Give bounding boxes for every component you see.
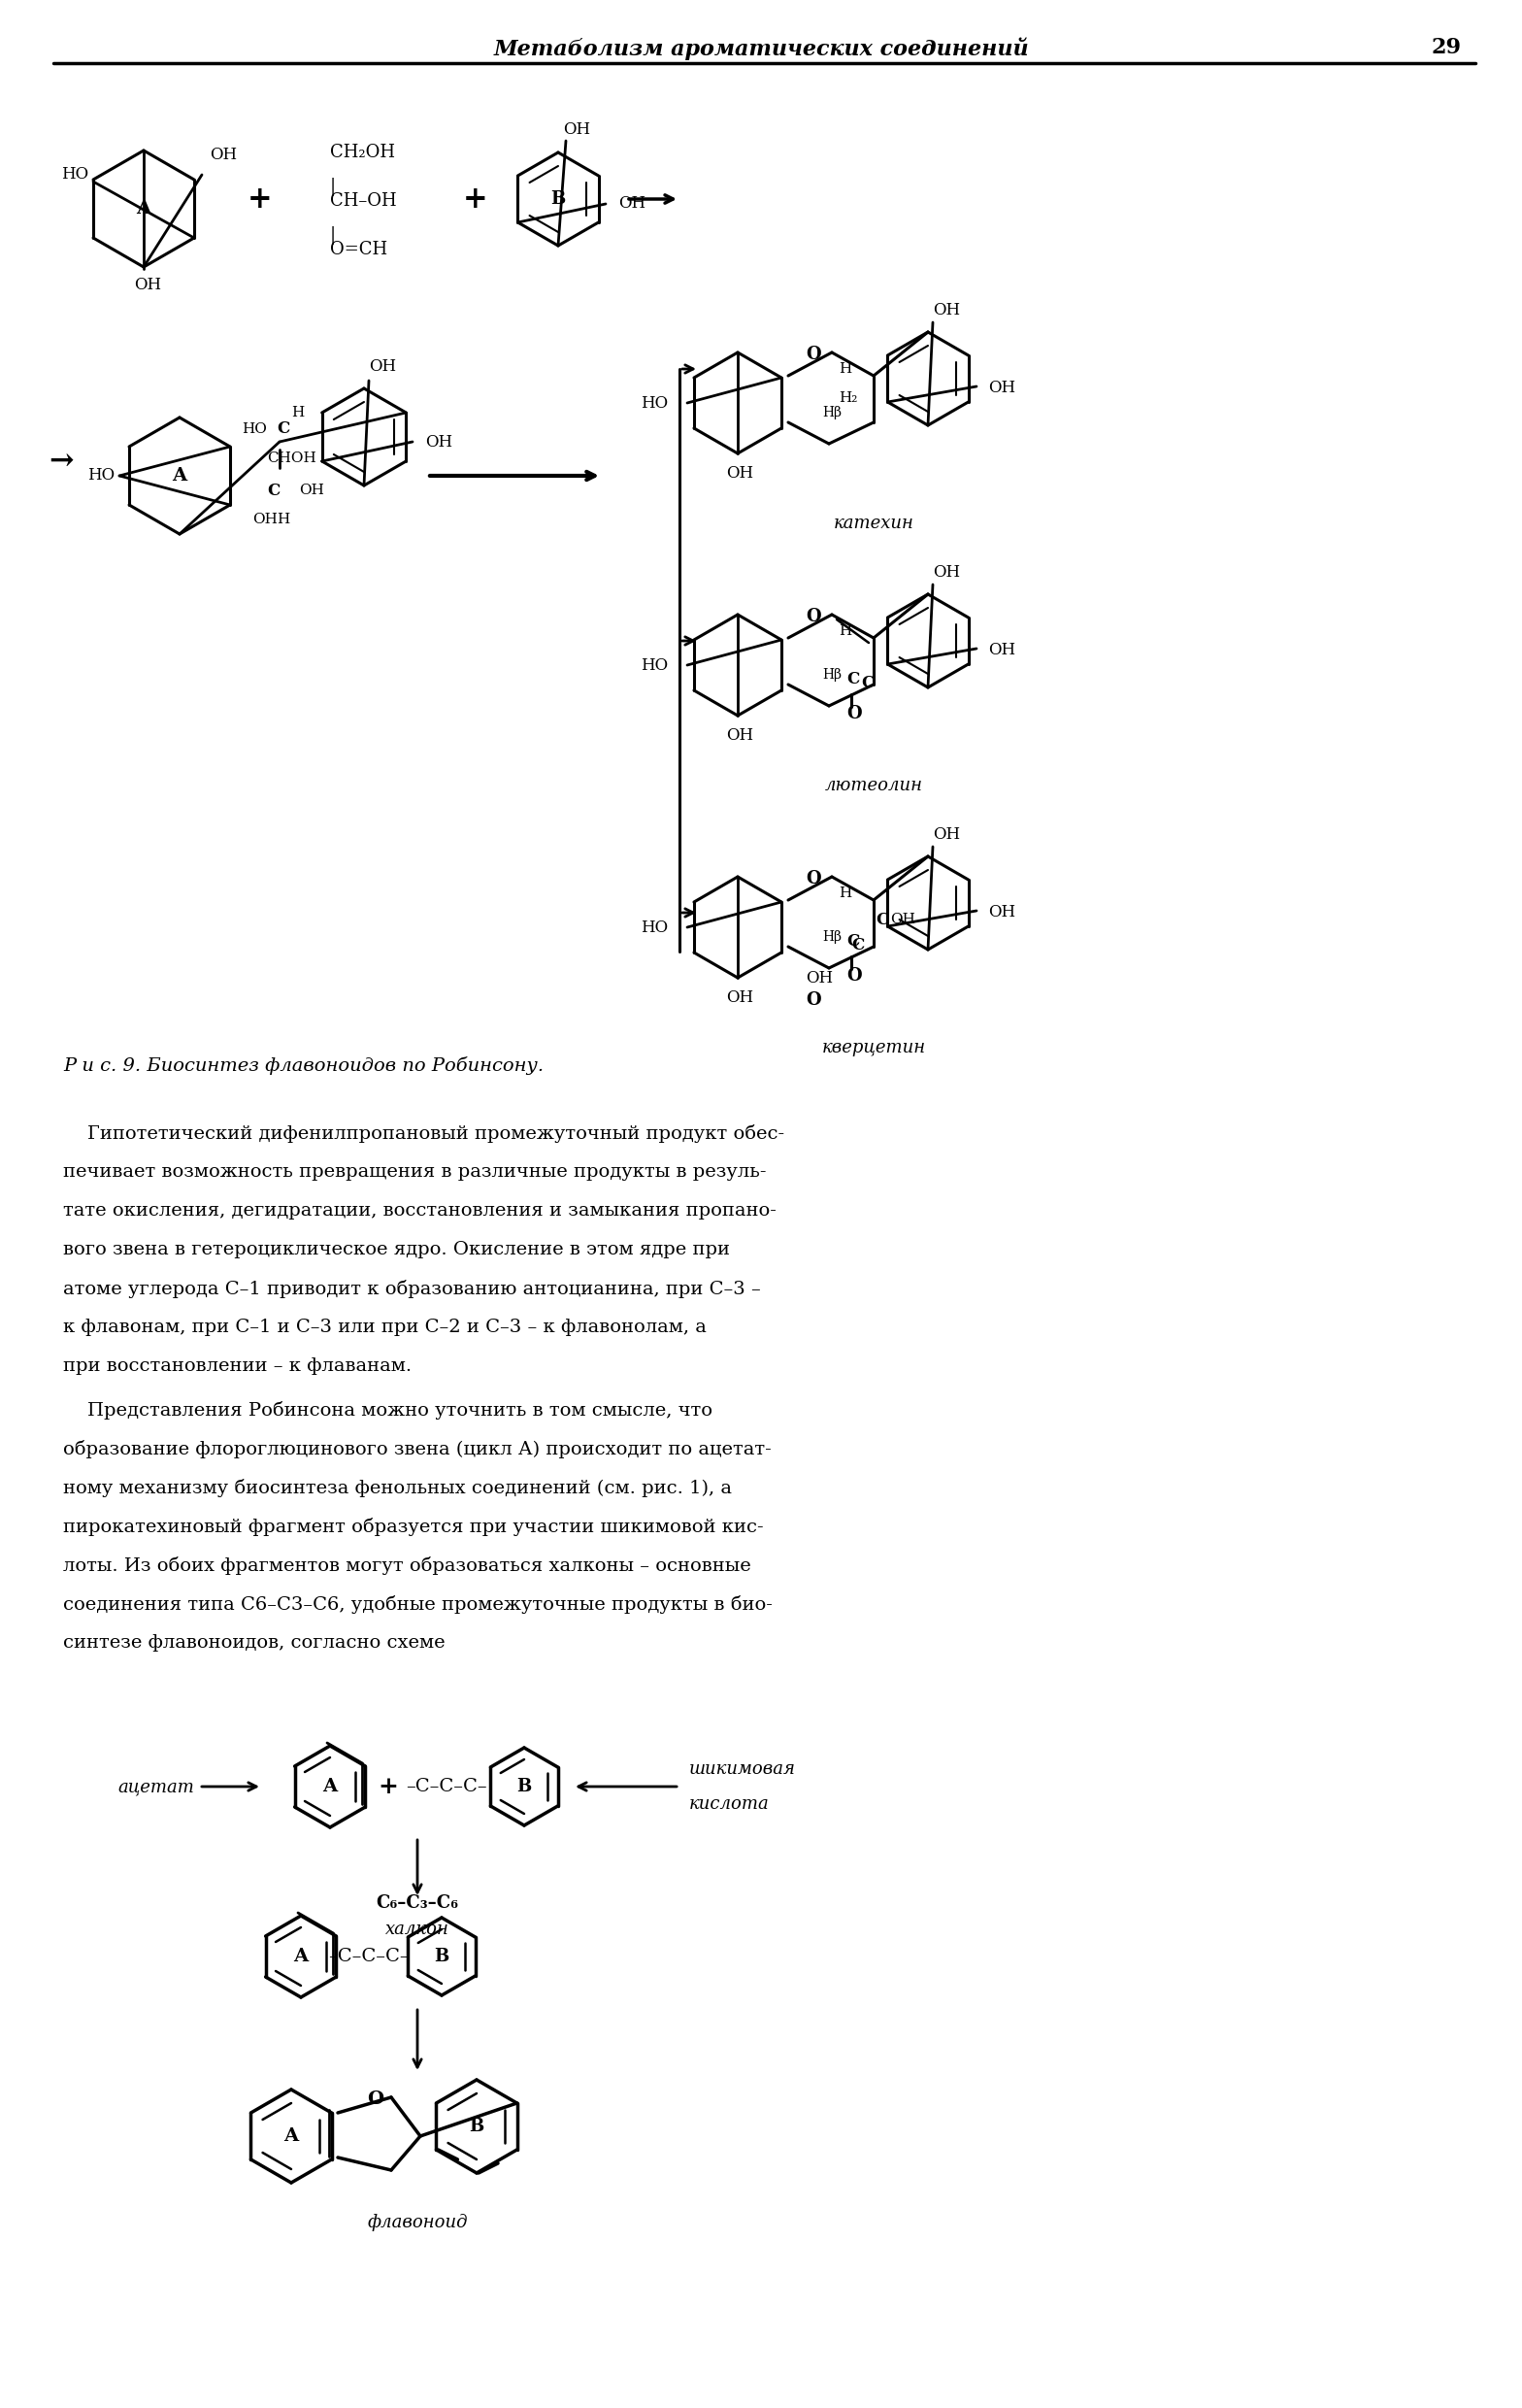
Text: –C–C–C–: –C–C–C– <box>406 1777 487 1796</box>
Text: Метаболизм ароматических соединений: Метаболизм ароматических соединений <box>493 36 1029 60</box>
Text: вого звена в гетероциклическое ядро. Окисление в этом ядре при: вого звена в гетероциклическое ядро. Оки… <box>62 1240 731 1259</box>
Text: OH: OH <box>210 147 237 164</box>
Text: A: A <box>172 467 187 484</box>
Text: Гипотетический дифенилпропановый промежуточный продукт обес-: Гипотетический дифенилпропановый промежу… <box>62 1125 784 1144</box>
Text: C: C <box>266 482 280 498</box>
Text: HO: HO <box>641 920 668 937</box>
Text: C: C <box>861 674 874 691</box>
Text: печивает возможность превращения в различные продукты в резуль-: печивает возможность превращения в разли… <box>62 1163 767 1180</box>
Text: HO: HO <box>641 395 668 412</box>
Text: H: H <box>277 513 289 527</box>
Text: A: A <box>323 1777 338 1796</box>
Text: ацетат: ацетат <box>117 1777 195 1796</box>
Text: шикимовая: шикимовая <box>689 1760 796 1777</box>
Text: С₆–С₃–С₆: С₆–С₃–С₆ <box>376 1895 458 1912</box>
Text: OH: OH <box>726 465 753 482</box>
Text: кислота: кислота <box>689 1796 770 1813</box>
Text: CH–OH: CH–OH <box>330 193 397 209</box>
Text: OH: OH <box>933 826 960 843</box>
Text: HO: HO <box>87 467 114 484</box>
Text: OH: OH <box>890 913 915 927</box>
Text: OH: OH <box>253 513 277 527</box>
Text: +: + <box>248 183 272 214</box>
Text: OH: OH <box>134 277 161 294</box>
Text: OH: OH <box>726 727 753 744</box>
Text: C: C <box>846 934 860 951</box>
Text: тате окисления, дегидратации, восстановления и замыкания пропано-: тате окисления, дегидратации, восстановл… <box>62 1202 776 1218</box>
Text: C: C <box>851 937 864 954</box>
Text: Hβ: Hβ <box>822 667 842 681</box>
Text: при восстановлении – к флаванам.: при восстановлении – к флаванам. <box>62 1358 411 1375</box>
Text: HO: HO <box>242 421 266 436</box>
Text: OH: OH <box>988 643 1015 660</box>
Text: C: C <box>875 910 889 927</box>
Text: Hβ: Hβ <box>822 407 842 419</box>
Text: OH: OH <box>933 563 960 580</box>
Text: OH: OH <box>988 380 1015 397</box>
Text: соединения типа С6–С3–С6, удобные промежуточные продукты в био-: соединения типа С6–С3–С6, удобные промеж… <box>62 1594 773 1613</box>
Text: C: C <box>277 421 289 438</box>
Text: –С–С–С–: –С–С–С– <box>329 1948 409 1965</box>
Text: OH: OH <box>988 905 1015 920</box>
Text: Hβ: Hβ <box>822 929 842 944</box>
Text: OH: OH <box>726 990 753 1007</box>
Text: катехин: катехин <box>834 515 913 532</box>
Text: OH: OH <box>933 303 960 318</box>
Text: H₂: H₂ <box>839 390 857 405</box>
Text: H: H <box>839 624 851 638</box>
Text: лютеолин: лютеолин <box>825 778 922 795</box>
Text: OH: OH <box>425 433 452 450</box>
Text: HO: HO <box>641 657 668 674</box>
Text: лоты. Из обоих фрагментов могут образоваться халконы – основные: лоты. Из обоих фрагментов могут образова… <box>62 1556 750 1575</box>
Text: Представления Робинсона можно уточнить в том смысле, что: Представления Робинсона можно уточнить в… <box>62 1401 712 1421</box>
Text: ному механизму биосинтеза фенольных соединений (см. рис. 1), а: ному механизму биосинтеза фенольных соед… <box>62 1479 732 1498</box>
Text: OH: OH <box>805 970 833 985</box>
Text: HO: HO <box>61 166 88 183</box>
Text: Р и с. 9. Биосинтез флавоноидов по Робинсону.: Р и с. 9. Биосинтез флавоноидов по Робин… <box>62 1057 543 1074</box>
Text: A: A <box>137 200 151 217</box>
Text: 29: 29 <box>1431 36 1461 58</box>
Text: H: H <box>291 407 304 419</box>
Text: H: H <box>839 886 851 901</box>
Text: O: O <box>805 347 820 364</box>
Text: халкон: халкон <box>385 1922 449 1938</box>
Text: синтезе флавоноидов, согласно схеме: синтезе флавоноидов, согласно схеме <box>62 1635 444 1652</box>
Text: O: O <box>805 607 820 626</box>
Text: OH: OH <box>298 484 324 496</box>
Text: O: O <box>805 992 820 1009</box>
Text: кверцетин: кверцетин <box>822 1038 925 1057</box>
Text: пирокатехиновый фрагмент образуется при участии шикимовой кис-: пирокатехиновый фрагмент образуется при … <box>62 1517 764 1536</box>
Text: O: O <box>367 2090 384 2107</box>
Text: +: + <box>463 183 489 214</box>
Text: A: A <box>294 1948 309 1965</box>
Text: CHOH: CHOH <box>266 453 317 465</box>
Text: OH: OH <box>563 120 591 137</box>
Text: O: O <box>846 968 861 985</box>
Text: C: C <box>846 672 860 689</box>
Text: B: B <box>469 2117 484 2136</box>
Text: +: + <box>377 1775 399 1799</box>
Text: к флавонам, при С–1 и С–3 или при С–2 и С–3 – к флавонолам, а: к флавонам, при С–1 и С–3 или при С–2 и … <box>62 1320 706 1336</box>
Text: CH₂OH: CH₂OH <box>330 144 396 161</box>
Text: образование флороглюцинового звена (цикл А) происходит по ацетат-: образование флороглюцинового звена (цикл… <box>62 1440 772 1459</box>
Text: B: B <box>551 190 566 207</box>
Text: H: H <box>839 361 851 376</box>
Text: OH: OH <box>368 359 396 376</box>
Text: |: | <box>330 226 336 246</box>
Text: B: B <box>517 1777 531 1796</box>
Text: атоме углерода С–1 приводит к образованию антоцианина, при С–3 –: атоме углерода С–1 приводит к образовани… <box>62 1279 761 1298</box>
Text: →: → <box>49 445 73 477</box>
Text: A: A <box>285 2126 298 2146</box>
Text: O=CH: O=CH <box>330 241 388 258</box>
Text: O: O <box>846 706 861 722</box>
Text: O: O <box>805 869 820 889</box>
Text: B: B <box>434 1948 449 1965</box>
Text: флавоноид: флавоноид <box>367 2213 467 2232</box>
Text: OH: OH <box>618 195 645 212</box>
Text: |: | <box>330 178 336 195</box>
